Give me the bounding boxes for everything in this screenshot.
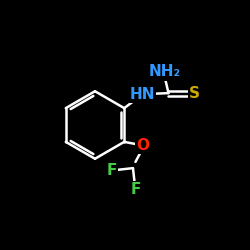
Text: F: F: [130, 182, 141, 197]
Text: F: F: [106, 163, 117, 178]
Text: O: O: [136, 138, 149, 153]
Text: NH₂: NH₂: [149, 64, 181, 80]
Text: HN: HN: [130, 87, 155, 102]
Text: S: S: [189, 86, 200, 100]
